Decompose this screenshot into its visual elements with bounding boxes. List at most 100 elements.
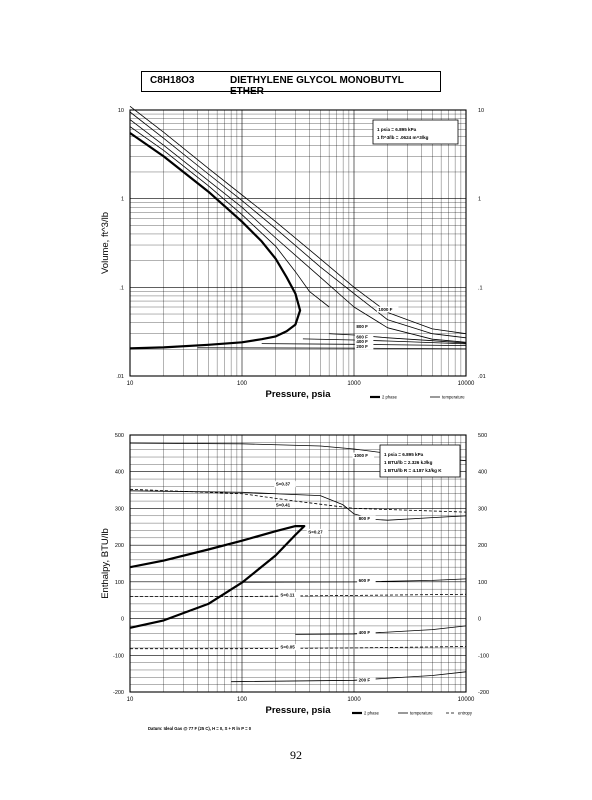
units-note-line: 1 psia = 6.895 kPa [384, 452, 424, 457]
legend-label: 2 phase [382, 395, 398, 400]
legend-label: temperature [410, 711, 433, 716]
chart-1: 10 100 1000 10000.01.01.1.11 110 10Pressure, … [100, 105, 486, 400]
curve-label: 400 F [356, 339, 368, 344]
series-600-f [302, 338, 467, 345]
curve-label-bg [357, 629, 376, 636]
curve-label-bg [306, 528, 329, 535]
curve-label-bg [354, 343, 374, 350]
plot-frame [129, 109, 467, 377]
units-note: 1 psia = 6.895 kPa 1 BTU/lb = 2.326 kJ/kg… [379, 444, 461, 478]
series-curve [129, 111, 467, 339]
curve-label-bg [278, 644, 301, 651]
legend-label: 2 phase [364, 711, 380, 716]
x-tick-label: 100 [237, 381, 248, 387]
curve-label: 600 F [359, 578, 371, 583]
series-400-f [261, 343, 467, 346]
series-400-f [295, 625, 467, 635]
legend-label: temperature [442, 395, 465, 400]
curve-label: 200 F [356, 344, 368, 349]
grid [129, 434, 466, 693]
x-tick-label: 100 [237, 697, 248, 703]
x-tick-label: 10 [127, 381, 134, 387]
legend-label: entropy [458, 711, 473, 716]
x-axis-label: Pressure, psia [266, 389, 332, 400]
units-note-line: 1 psia = 6.895 kPa [377, 127, 417, 132]
y-tick-label-right: 500 [478, 433, 487, 439]
y-tick-label-left: 200 [115, 543, 124, 549]
series-curve [129, 119, 467, 343]
y-tick-label-left: 300 [115, 506, 124, 512]
plot-frame [129, 434, 467, 693]
series-800-f [329, 333, 467, 344]
y-tick-label-right: 10 [478, 108, 484, 114]
page-number: 92 [290, 748, 302, 762]
x-axis-label: Pressure, psia [266, 705, 332, 716]
y-axis-label: Enthalpy, BTU/lb [100, 528, 111, 599]
y-tick-label-right: 1 [478, 197, 481, 203]
curve-label: 1000 F [354, 453, 368, 458]
legend: 2 phase temperature entropy [352, 711, 473, 716]
units-note-line: 1 ft^3/lb = .0624 m^3/kg [377, 135, 429, 140]
curve-label-bg [274, 502, 296, 509]
x-tick-label: 10000 [458, 381, 475, 387]
y-tick-label-left: .1 [119, 285, 124, 291]
curve-label: S=0.05 [280, 645, 295, 650]
legend: 2 phase temperature [370, 395, 465, 400]
curve-label: S=0.41 [276, 503, 291, 508]
units-note-box [379, 444, 461, 478]
curve-label: 200 F [359, 678, 371, 683]
curve-label-bg [357, 577, 376, 584]
compound-name: DIETHYLENE GLYCOL MONOBUTYL ETHER [230, 75, 404, 97]
curve-label-bg [357, 515, 376, 522]
chart-title-box: C8H18O3 DIETHYLENE GLYCOL MONOBUTYL ETHE… [141, 71, 441, 97]
series-800-f [129, 490, 467, 521]
curve-label-bg [376, 306, 399, 313]
datum-note: Datum: Ideal Gas @ 77 F (25 C), H = 0, S… [148, 726, 252, 731]
y-tick-label-right: 200 [478, 543, 487, 549]
series-s-0-11 [130, 593, 467, 597]
units-note-box [372, 119, 459, 145]
curve-label: 800 F [359, 516, 371, 521]
curve-label: S=0.37 [276, 482, 291, 487]
y-tick-label-left: 100 [115, 580, 124, 586]
curve-label: S=0.11 [280, 593, 295, 598]
y-tick-label-left: -200 [113, 690, 124, 696]
curve-label-bg [274, 481, 296, 488]
series-s-0-05 [130, 646, 467, 650]
y-tick-label-left: .01 [116, 374, 124, 380]
curve-label-bg [354, 338, 374, 345]
series-200-f [231, 671, 467, 683]
y-tick-label-right: .01 [478, 374, 486, 380]
y-tick-label-left: 1 [121, 197, 124, 203]
y-axis-label: Volume, ft^3/lb [100, 212, 111, 274]
x-tick-label: 1000 [347, 697, 361, 703]
y-tick-label-left: 10 [118, 108, 124, 114]
series-2-phase [129, 524, 306, 629]
y-tick-label-left: 500 [115, 433, 124, 439]
curve-label: 400 F [359, 630, 371, 635]
curve-label: 600 F [356, 334, 368, 339]
x-tick-label: 10000 [458, 697, 475, 703]
series-200-f [197, 347, 467, 350]
series-s-0-37 [129, 488, 467, 513]
y-tick-label-right: .1 [478, 285, 483, 291]
series-600-f [241, 578, 467, 583]
y-tick-label-left: 400 [115, 470, 124, 476]
curve-label: 800 F [356, 324, 368, 329]
curve-label-bg [354, 333, 374, 340]
y-tick-label-right: 100 [478, 580, 487, 586]
y-tick-label-left: 0 [121, 617, 124, 623]
x-tick-label: 10 [127, 697, 134, 703]
units-note-line: 1 BTU/lb R = 4.187 kJ/kg K [384, 468, 442, 473]
series-1000-f [129, 105, 467, 335]
curve-label-bg [352, 452, 375, 459]
curve-label: S=0.27 [308, 529, 323, 534]
y-tick-label-left: -100 [113, 653, 124, 659]
units-note: 1 psia = 6.895 kPa 1 ft^3/lb = .0624 m^3/… [372, 119, 459, 145]
compound-formula: C8H18O3 [150, 75, 195, 86]
y-tick-label-right: -100 [478, 653, 489, 659]
curve-label-bg [354, 323, 374, 330]
units-note-line: 1 BTU/lb = 2.326 kJ/kg [384, 460, 433, 465]
